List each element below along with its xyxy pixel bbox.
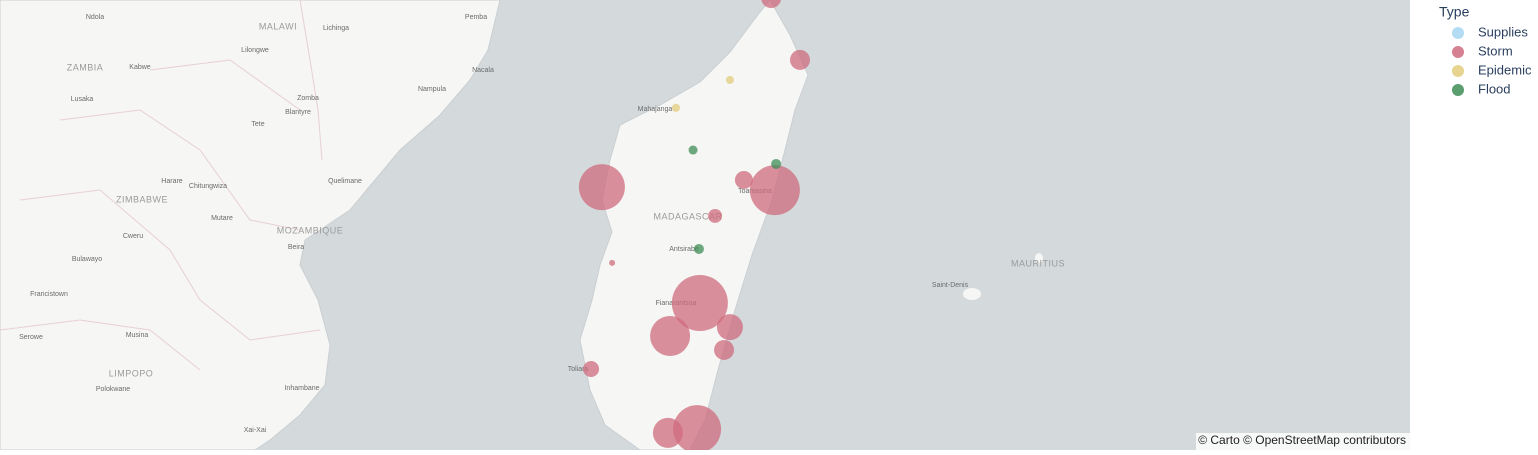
marker: [771, 158, 782, 169]
africa-land: [0, 0, 501, 451]
markers: [578, 0, 810, 454]
marker: [672, 103, 680, 112]
map-label: Kabwe: [129, 64, 151, 71]
map-label: Francistown: [30, 291, 68, 298]
reunion-land: [963, 288, 981, 300]
marker: [716, 314, 743, 341]
marker: [688, 145, 698, 155]
marker: [578, 164, 625, 211]
marker: [761, 0, 781, 9]
map-label: ZAMBIA: [67, 62, 104, 72]
map-label: Pemba: [465, 14, 487, 21]
map-label: MOZAMBIQUE: [277, 225, 344, 235]
legend: Supplies Storm Epidemic Flood: [1452, 24, 1532, 96]
marker: [609, 259, 616, 266]
marker: [790, 49, 810, 70]
marker: [693, 243, 704, 254]
legend-swatch[interactable]: [1452, 27, 1464, 39]
map-label: MALAWI: [259, 21, 297, 31]
map-label: Chitungwiza: [189, 183, 227, 190]
borders: [0, 0, 323, 371]
map-label: LIMPOPO: [109, 368, 154, 378]
marker: [650, 316, 691, 356]
madagascar-land: [579, 0, 809, 451]
legend-title: Type: [1439, 4, 1470, 20]
attribution: © Carto © OpenStreetMap contributors: [1198, 433, 1406, 447]
marker: [583, 360, 600, 377]
legend-label[interactable]: Epidemic: [1478, 62, 1532, 77]
map-label: Nacala: [472, 67, 494, 74]
legend-label[interactable]: Flood: [1478, 81, 1511, 96]
map-label: Zomba: [297, 95, 319, 102]
map-label: Mutare: [211, 215, 233, 222]
marker: [671, 275, 728, 332]
map-label: Cweru: [123, 233, 143, 240]
map-label: MAURITIUS: [1011, 258, 1065, 268]
legend-label[interactable]: Supplies: [1478, 24, 1528, 39]
marker: [714, 339, 735, 360]
map-label: Mahajanga: [638, 106, 673, 113]
legend-swatch[interactable]: [1452, 84, 1464, 96]
legend-swatch[interactable]: [1452, 65, 1464, 77]
marker: [749, 165, 800, 216]
map-label: Ndola: [86, 14, 104, 21]
map-label: MADAGASCAR: [653, 211, 722, 221]
map-label: Musina: [126, 332, 149, 339]
map-label: Serowe: [19, 334, 43, 341]
map-label: Lichinga: [323, 25, 349, 32]
map-label: Xai-Xai: [244, 427, 267, 434]
map-label: Beira: [288, 244, 304, 251]
map-label: Nampula: [418, 86, 446, 93]
map-label: Lilongwe: [241, 47, 269, 54]
legend-swatch[interactable]: [1452, 46, 1464, 58]
map-label: Quelimane: [328, 178, 362, 185]
attribution-box: [1196, 433, 1410, 450]
map-label: Blantyre: [285, 109, 311, 116]
map-label: Antsirabe: [669, 246, 699, 253]
mauritius-land: [1035, 253, 1043, 263]
map-label: Harare: [161, 178, 183, 185]
marker: [725, 75, 734, 84]
map-label: Polokwane: [96, 386, 130, 393]
legend-label[interactable]: Storm: [1478, 43, 1513, 58]
map-label: ZIMBABWE: [116, 194, 168, 204]
marker: [734, 170, 753, 189]
map-label: Inhambane: [284, 385, 319, 392]
map-label: Toliara: [568, 366, 589, 373]
map-label: Bulawayo: [72, 256, 102, 263]
map-label: Tete: [251, 121, 264, 128]
map-label: Saint-Denis: [932, 282, 969, 289]
map-label: Lusaka: [71, 96, 94, 103]
marker: [673, 405, 722, 454]
marker: [708, 208, 723, 223]
